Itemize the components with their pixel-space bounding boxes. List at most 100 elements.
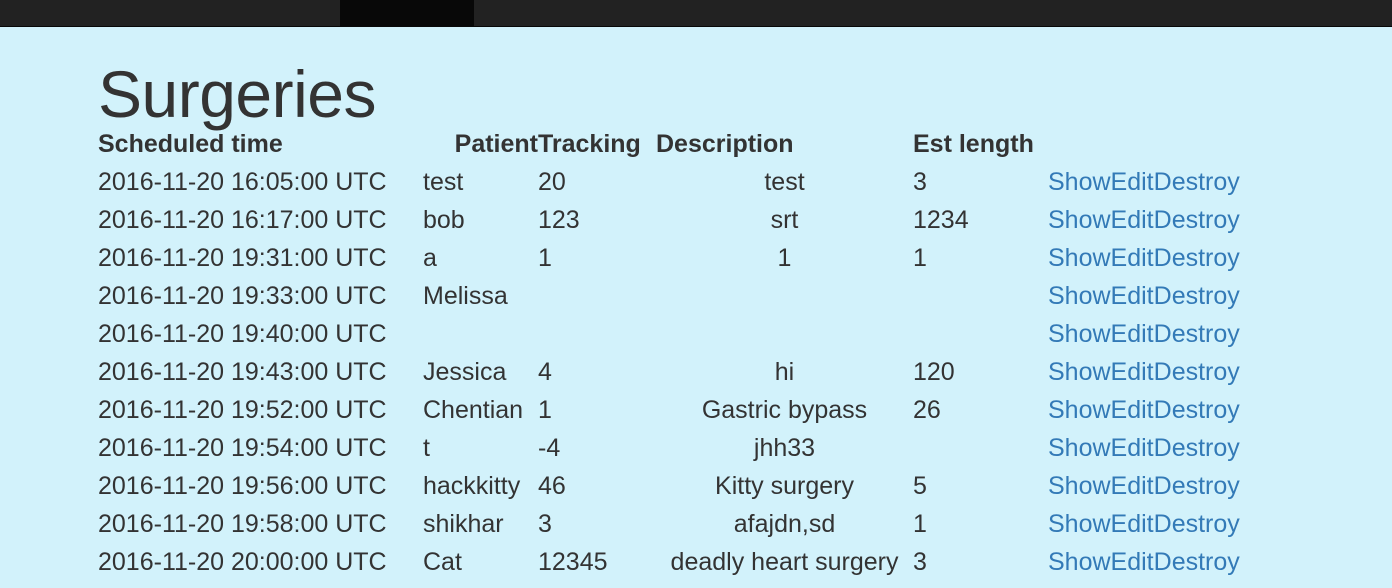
cell-description: Kitty surgery bbox=[715, 471, 854, 500]
page-title: Surgeries bbox=[98, 57, 376, 131]
cell-patient: Chentian bbox=[423, 395, 524, 424]
cell-tracking: 1 bbox=[538, 243, 552, 272]
destroy-link[interactable]: Destroy bbox=[1153, 471, 1240, 500]
cell-patient: test bbox=[423, 167, 464, 196]
cell-description: jhh33 bbox=[753, 433, 816, 462]
edit-link[interactable]: Edit bbox=[1110, 471, 1154, 500]
show-link[interactable]: Show bbox=[1048, 433, 1111, 462]
show-link[interactable]: Show bbox=[1048, 319, 1111, 348]
cell-patient: hackkitty bbox=[423, 471, 521, 500]
cell-est-length: 5 bbox=[913, 471, 927, 500]
edit-link[interactable]: Edit bbox=[1110, 395, 1154, 424]
destroy-link[interactable]: Destroy bbox=[1153, 167, 1240, 196]
cell-patient: t bbox=[423, 433, 430, 462]
top-navbar bbox=[0, 0, 1392, 27]
destroy-link[interactable]: Destroy bbox=[1153, 357, 1240, 386]
row-actions: ShowEditDestroy bbox=[1048, 201, 1240, 239]
header-patient: Patient bbox=[454, 129, 538, 158]
table-row: 2016-11-20 19:43:00 UTC Jessica 4 hi 120 Show… bbox=[98, 353, 1240, 391]
table-row: 2016-11-20 19:58:00 UTC shikhar 3 afajdn,sd… bbox=[98, 505, 1240, 543]
cell-tracking: 4 bbox=[538, 357, 552, 386]
edit-link[interactable]: Edit bbox=[1110, 357, 1154, 386]
table-row: 2016-11-20 19:33:00 UTC Melissa ShowEditDe… bbox=[98, 277, 1240, 315]
cell-description: afajdn,sd bbox=[733, 509, 836, 538]
cell-patient: Melissa bbox=[423, 281, 508, 310]
show-link[interactable]: Show bbox=[1048, 547, 1111, 576]
cell-patient: Cat bbox=[423, 547, 462, 576]
edit-link[interactable]: Edit bbox=[1110, 547, 1154, 576]
header-scheduled-time: Scheduled time bbox=[98, 129, 283, 158]
cell-description: 1 bbox=[777, 243, 792, 272]
show-link[interactable]: Show bbox=[1048, 471, 1111, 500]
cell-patient bbox=[423, 315, 538, 353]
cell-description: srt bbox=[770, 205, 799, 234]
navbar-active-item[interactable] bbox=[340, 0, 474, 26]
cell-tracking: 1 bbox=[538, 395, 552, 424]
cell-scheduled-time: 2016-11-20 19:54:00 UTC bbox=[98, 433, 387, 462]
show-link[interactable]: Show bbox=[1048, 281, 1111, 310]
edit-link[interactable]: Edit bbox=[1110, 205, 1154, 234]
show-link[interactable]: Show bbox=[1048, 395, 1111, 424]
cell-tracking bbox=[538, 277, 656, 315]
cell-est-length: 26 bbox=[913, 395, 941, 424]
header-actions bbox=[1048, 125, 1240, 163]
cell-est-length bbox=[913, 429, 1048, 467]
cell-scheduled-time: 2016-11-20 19:56:00 UTC bbox=[98, 471, 387, 500]
table-row: 2016-11-20 20:00:00 UTC Cat 12345 deadly he… bbox=[98, 543, 1240, 581]
cell-scheduled-time: 2016-11-20 20:00:00 UTC bbox=[98, 547, 387, 576]
header-tracking: Tracking bbox=[538, 129, 641, 158]
cell-patient: shikhar bbox=[423, 509, 504, 538]
destroy-link[interactable]: Destroy bbox=[1153, 243, 1240, 272]
destroy-link[interactable]: Destroy bbox=[1153, 319, 1240, 348]
row-actions: ShowEditDestroy bbox=[1048, 543, 1240, 581]
edit-link[interactable]: Edit bbox=[1110, 281, 1154, 310]
cell-scheduled-time: 2016-11-20 19:58:00 UTC bbox=[98, 509, 387, 538]
cell-tracking: -4 bbox=[538, 433, 561, 462]
row-actions: ShowEditDestroy bbox=[1048, 467, 1240, 505]
cell-patient: a bbox=[423, 243, 437, 272]
table-row: 2016-11-20 16:05:00 UTC test 20 test 3 ShowEd… bbox=[98, 163, 1240, 201]
cell-tracking: 46 bbox=[538, 471, 566, 500]
row-actions: ShowEditDestroy bbox=[1048, 239, 1240, 277]
header-description: Description bbox=[656, 129, 794, 158]
show-link[interactable]: Show bbox=[1048, 357, 1111, 386]
cell-tracking: 20 bbox=[538, 167, 566, 196]
show-link[interactable]: Show bbox=[1048, 167, 1111, 196]
table-row: 2016-11-20 19:40:00 UTC ShowEditDestroy bbox=[98, 315, 1240, 353]
cell-description bbox=[656, 277, 913, 315]
cell-est-length: 1 bbox=[913, 509, 927, 538]
show-link[interactable]: Show bbox=[1048, 243, 1111, 272]
edit-link[interactable]: Edit bbox=[1110, 433, 1154, 462]
table-row: 2016-11-20 19:56:00 UTC hackkitty 46 Kitty … bbox=[98, 467, 1240, 505]
cell-description: deadly heart surgery bbox=[670, 547, 899, 576]
cell-est-length: 1234 bbox=[913, 205, 969, 234]
cell-scheduled-time: 2016-11-20 16:05:00 UTC bbox=[98, 167, 387, 196]
destroy-link[interactable]: Destroy bbox=[1153, 281, 1240, 310]
show-link[interactable]: Show bbox=[1048, 205, 1111, 234]
row-actions: ShowEditDestroy bbox=[1048, 391, 1240, 429]
destroy-link[interactable]: Destroy bbox=[1153, 433, 1240, 462]
cell-est-length: 3 bbox=[913, 167, 927, 196]
destroy-link[interactable]: Destroy bbox=[1153, 395, 1240, 424]
row-actions: ShowEditDestroy bbox=[1048, 277, 1240, 315]
cell-est-length: 1 bbox=[913, 243, 927, 272]
surgeries-table: Scheduled time Patient Tracking Descript… bbox=[98, 125, 1240, 581]
destroy-link[interactable]: Destroy bbox=[1153, 547, 1240, 576]
show-link[interactable]: Show bbox=[1048, 509, 1111, 538]
cell-description: test bbox=[764, 167, 805, 196]
edit-link[interactable]: Edit bbox=[1110, 243, 1154, 272]
destroy-link[interactable]: Destroy bbox=[1153, 509, 1240, 538]
row-actions: ShowEditDestroy bbox=[1048, 429, 1240, 467]
table-body: 2016-11-20 16:05:00 UTC test 20 test 3 ShowEd… bbox=[98, 163, 1240, 581]
edit-link[interactable]: Edit bbox=[1110, 509, 1154, 538]
table-row: 2016-11-20 16:17:00 UTC bob 123 srt 1234 Show… bbox=[98, 201, 1240, 239]
cell-scheduled-time: 2016-11-20 16:17:00 UTC bbox=[98, 205, 387, 234]
cell-tracking bbox=[538, 315, 656, 353]
destroy-link[interactable]: Destroy bbox=[1153, 205, 1240, 234]
edit-link[interactable]: Edit bbox=[1110, 319, 1154, 348]
edit-link[interactable]: Edit bbox=[1110, 167, 1154, 196]
table-header-row: Scheduled time Patient Tracking Descript… bbox=[98, 125, 1240, 163]
header-est-length: Est length bbox=[913, 129, 1034, 158]
cell-patient: Jessica bbox=[423, 357, 507, 386]
cell-scheduled-time: 2016-11-20 19:40:00 UTC bbox=[98, 319, 387, 348]
